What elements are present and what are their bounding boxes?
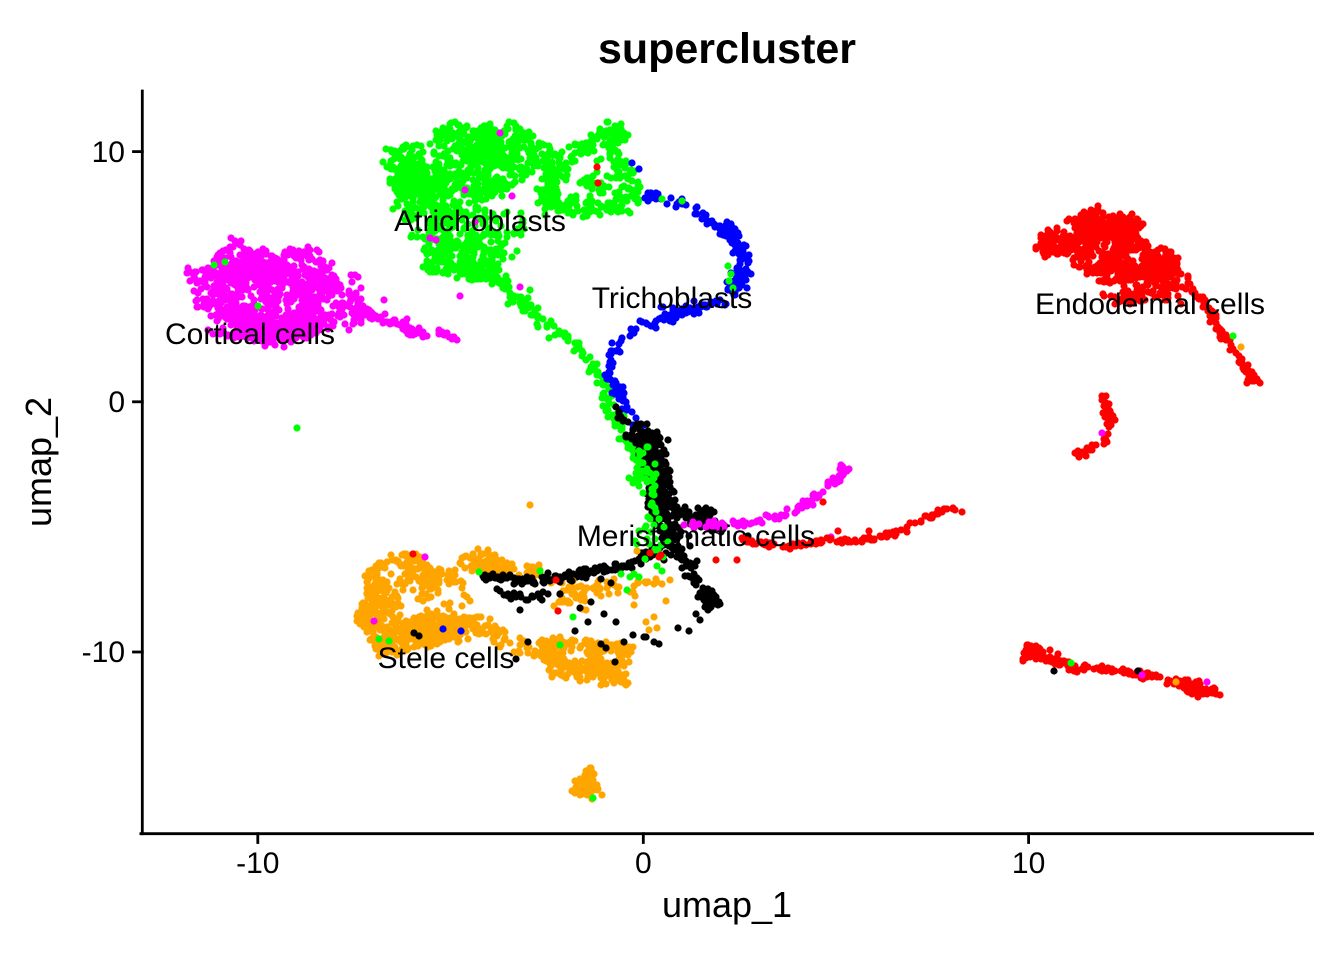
svg-text:-10: -10 <box>82 636 125 669</box>
svg-text:0: 0 <box>108 386 125 419</box>
svg-text:0: 0 <box>635 847 652 880</box>
svg-text:-10: -10 <box>236 847 279 880</box>
svg-text:Atrichoblasts: Atrichoblasts <box>394 205 566 238</box>
svg-text:Trichoblasts: Trichoblasts <box>592 282 753 315</box>
svg-text:Endodermal cells: Endodermal cells <box>1035 288 1265 321</box>
svg-text:Stele cells: Stele cells <box>378 642 515 675</box>
svg-text:10: 10 <box>1012 847 1045 880</box>
svg-text:10: 10 <box>92 136 125 169</box>
svg-text:supercluster: supercluster <box>598 25 856 73</box>
svg-text:Cortical cells: Cortical cells <box>165 318 335 351</box>
svg-text:Meristematic cells: Meristematic cells <box>577 520 815 553</box>
svg-text:umap_2: umap_2 <box>18 397 59 527</box>
svg-text:umap_1: umap_1 <box>662 884 792 925</box>
